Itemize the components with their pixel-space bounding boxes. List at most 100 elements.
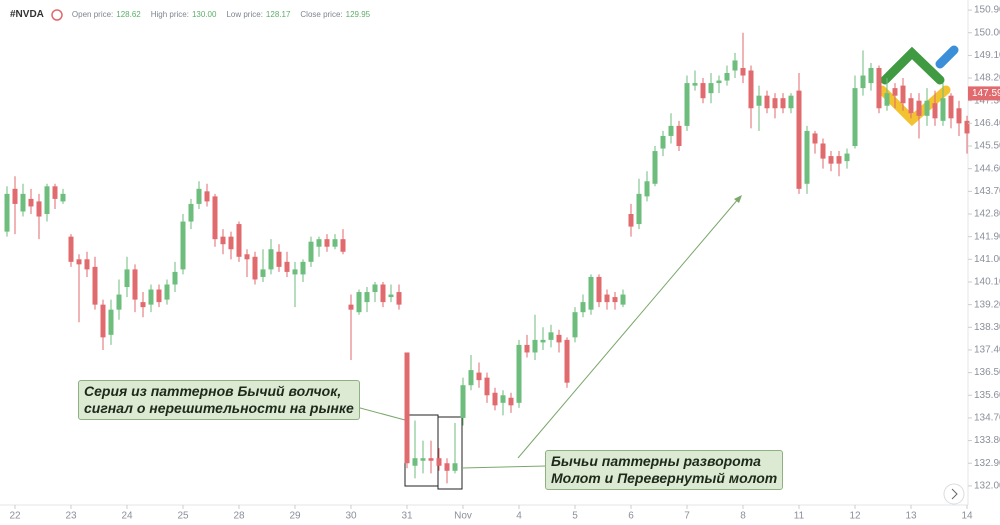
pattern-box <box>437 416 463 490</box>
candle-body <box>460 385 466 418</box>
candle-body <box>764 95 770 109</box>
candle-body <box>356 292 362 313</box>
scroll-button[interactable] <box>943 483 965 505</box>
y-tick-label: 148.20 <box>974 73 1000 84</box>
y-tick-label: 147.30 <box>974 95 1000 106</box>
candle-body <box>380 284 386 303</box>
candle-body <box>556 334 562 343</box>
candle-body <box>884 93 890 106</box>
annotation-line: Молот и Перевернутый молот <box>551 470 778 486</box>
decor <box>0 0 969 506</box>
candle-body <box>844 153 850 162</box>
y-tick-label: 137.40 <box>974 345 1000 356</box>
y-tick-label: 133.80 <box>974 435 1000 446</box>
candle-body <box>900 85 906 104</box>
candle-body <box>412 458 418 466</box>
candle-body <box>772 98 778 109</box>
annotation: Серия из паттернов Бычий волчок, сигнал … <box>78 380 360 420</box>
candle-body <box>220 236 226 245</box>
x-tick-label: Nov <box>454 511 472 522</box>
candle-body <box>260 269 266 277</box>
candle-body <box>932 103 938 119</box>
x-tick-label: 23 <box>65 511 77 522</box>
candle-body <box>204 191 210 202</box>
candle-body <box>140 302 146 308</box>
candle-body <box>868 67 874 84</box>
y-tick-label: 139.20 <box>974 299 1000 310</box>
candle-body <box>532 339 538 353</box>
candle-body <box>60 193 66 202</box>
header-value: 129.95 <box>345 10 371 19</box>
scroll-icon <box>951 488 958 500</box>
y-tick-label: 132.90 <box>974 458 1000 469</box>
x-tick-label: 13 <box>905 511 917 522</box>
candle-body <box>316 239 322 247</box>
y-tick-label: 140.10 <box>974 277 1000 288</box>
candle-body <box>804 130 810 184</box>
candle-body <box>372 284 378 293</box>
candle-body <box>644 181 650 197</box>
candle-body <box>444 463 450 471</box>
candle-body <box>860 75 866 89</box>
y-tick-label: 150.00 <box>974 27 1000 38</box>
candle-body <box>964 120 970 134</box>
candle-body <box>332 239 338 247</box>
x-tick-label: 25 <box>177 511 189 522</box>
candle-body <box>300 261 306 275</box>
candle-body <box>276 251 282 267</box>
candle-body <box>940 98 946 121</box>
candle-body <box>268 249 274 270</box>
candle-body <box>636 193 642 225</box>
pattern-box <box>404 414 439 487</box>
candle-body <box>436 458 442 466</box>
y-tick-label: 132.00 <box>974 481 1000 492</box>
header: #NVDA Open price: 128.62 High price: 130.00… <box>10 9 380 20</box>
candle-body <box>292 269 298 275</box>
candle-body <box>852 88 858 147</box>
x-tick-label: 12 <box>849 511 861 522</box>
x-tick-label: 11 <box>794 511 805 522</box>
header-label: Close price: <box>300 10 343 19</box>
candle-body <box>148 289 154 305</box>
candles <box>4 32 970 484</box>
candle-body <box>196 188 202 204</box>
candle-body <box>52 186 58 199</box>
y-tick-label: 136.50 <box>974 367 1000 378</box>
candle-body <box>4 193 10 232</box>
candle-body <box>652 151 658 184</box>
candle-body <box>548 332 554 340</box>
x-tick-label: 22 <box>9 511 21 522</box>
x-tick-label: 4 <box>516 511 522 522</box>
trend-arrow <box>517 197 740 459</box>
candle-body <box>452 463 458 471</box>
candle-body <box>132 269 138 300</box>
candle-body <box>948 95 954 119</box>
candle-body <box>540 339 546 343</box>
candle-body <box>684 83 690 126</box>
annotation-line: сигнал о нерешительности на рынке <box>84 400 354 416</box>
candle-body <box>84 259 90 270</box>
candle-body <box>172 271 178 285</box>
candle-body <box>404 352 410 464</box>
x-tick-label: 5 <box>572 511 578 522</box>
clock-icon <box>51 9 63 21</box>
header-value: 130.00 <box>191 10 217 19</box>
candle-body <box>108 309 114 335</box>
candle-body <box>740 67 746 76</box>
candle-body <box>828 156 834 164</box>
header-value: 128.62 <box>116 10 141 19</box>
x-tick-label: 14 <box>961 511 973 522</box>
candle-body <box>596 276 602 303</box>
candle-body <box>580 302 586 313</box>
candle-body <box>700 83 706 99</box>
candle-body <box>484 377 490 396</box>
candle-body <box>524 344 530 353</box>
logo-part <box>935 45 959 69</box>
x-tick-label: 28 <box>233 511 245 522</box>
candle-body <box>212 196 218 240</box>
candle-body <box>660 135 666 149</box>
x-tick-label: 7 <box>684 511 690 522</box>
candle-body <box>12 188 18 204</box>
